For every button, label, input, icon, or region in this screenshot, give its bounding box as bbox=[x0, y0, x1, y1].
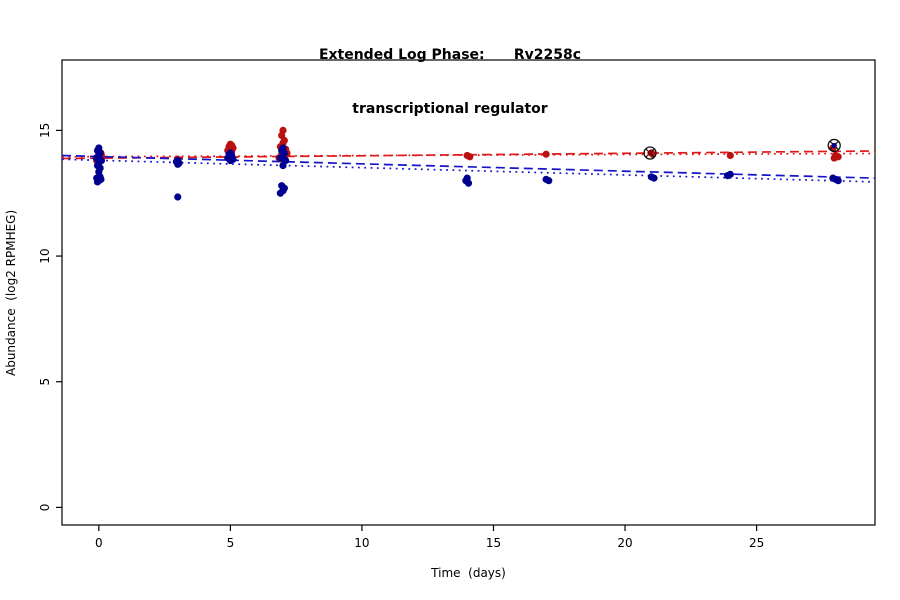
x-tick-label: 5 bbox=[227, 536, 235, 550]
x-tick-label: 25 bbox=[749, 536, 764, 550]
data-point-red-group bbox=[466, 153, 474, 161]
data-point-red-group bbox=[726, 151, 734, 160]
plot-box bbox=[61, 59, 876, 526]
x-axis-label: Time (days) bbox=[431, 566, 506, 580]
data-point-blue-group bbox=[464, 179, 473, 187]
data-point-blue-group bbox=[545, 177, 553, 185]
x-tick-label: 10 bbox=[354, 536, 369, 550]
data-point-blue-group bbox=[174, 193, 182, 201]
data-point-blue-group bbox=[276, 189, 284, 197]
trend-line-blue-dashed bbox=[61, 154, 876, 179]
flagged-point-circle bbox=[827, 138, 841, 153]
y-tick-label: 5 bbox=[38, 378, 52, 386]
y-tick-label: 0 bbox=[38, 504, 52, 512]
data-point-blue-group bbox=[226, 156, 234, 165]
flagged-point-dot bbox=[647, 150, 653, 156]
flagged-point-dot bbox=[831, 142, 837, 149]
data-point-blue-group bbox=[834, 177, 842, 185]
x-tick-label: 0 bbox=[95, 536, 103, 550]
y-tick-label: 10 bbox=[38, 248, 52, 263]
data-point-red-group bbox=[830, 154, 838, 162]
data-point-blue-group bbox=[724, 172, 732, 180]
chart-title: Extended Log Phase: Rv2258c transcriptio… bbox=[0, 10, 900, 154]
data-point-blue-group bbox=[279, 161, 287, 170]
data-point-blue-group bbox=[174, 160, 182, 168]
x-tick-label: 15 bbox=[486, 536, 501, 550]
data-point-blue-group bbox=[96, 173, 104, 181]
chart-title-line1: Extended Log Phase: Rv2258c bbox=[318, 47, 582, 63]
chart-title-line2: transcriptional regulator bbox=[352, 101, 548, 117]
flagged-point-circle bbox=[643, 146, 657, 160]
data-point-blue-group bbox=[650, 174, 658, 182]
x-tick-label: 20 bbox=[617, 536, 632, 550]
data-point-red-group bbox=[542, 150, 550, 158]
y-tick-label: 15 bbox=[38, 123, 52, 138]
